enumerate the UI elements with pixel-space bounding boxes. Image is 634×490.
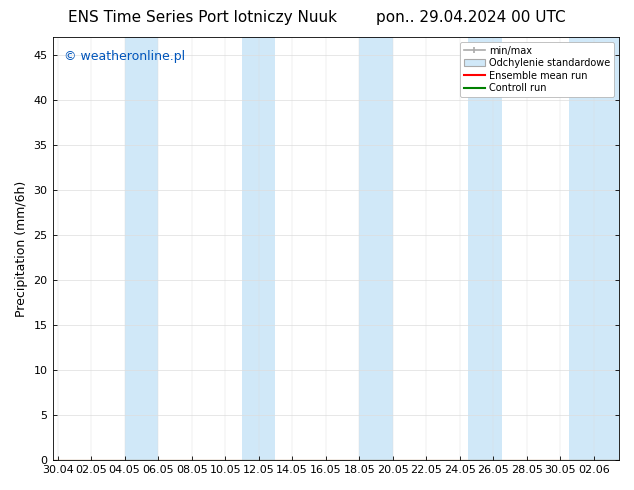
Text: ENS Time Series Port lotniczy Nuuk        pon.. 29.04.2024 00 UTC: ENS Time Series Port lotniczy Nuuk pon..… — [68, 10, 566, 25]
Bar — [259, 37, 275, 460]
Bar — [468, 37, 485, 460]
Text: © weatheronline.pl: © weatheronline.pl — [64, 50, 185, 63]
Bar — [585, 37, 619, 460]
Bar — [359, 37, 376, 460]
Bar — [376, 37, 392, 460]
Legend: min/max, Odchylenie standardowe, Ensemble mean run, Controll run: min/max, Odchylenie standardowe, Ensembl… — [460, 42, 614, 97]
Bar — [125, 37, 141, 460]
Bar — [141, 37, 158, 460]
Bar — [569, 37, 585, 460]
Y-axis label: Precipitation (mm/6h): Precipitation (mm/6h) — [15, 180, 28, 317]
Bar — [242, 37, 259, 460]
Bar — [485, 37, 501, 460]
